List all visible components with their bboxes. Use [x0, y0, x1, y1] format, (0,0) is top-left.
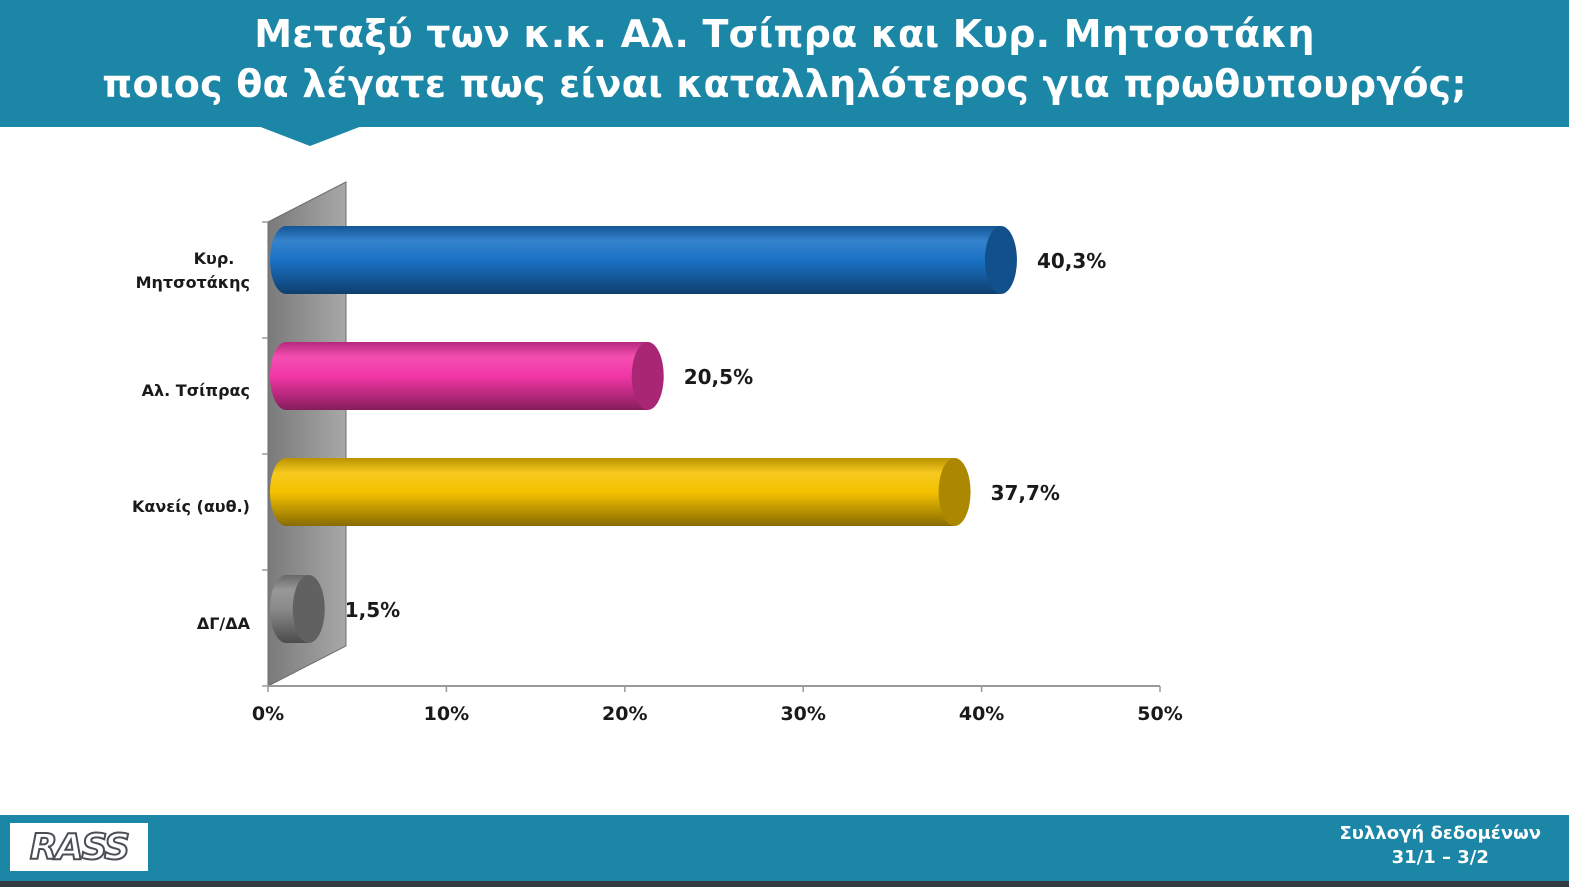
header-banner: Μεταξύ των κ.κ. Αλ. Τσίπρα και Κυρ. Μητσ… [0, 0, 1569, 127]
bar [270, 226, 1017, 294]
category-label: Κυρ. Μητσοτάκης [136, 249, 250, 292]
bar [270, 342, 664, 410]
x-tick-label: 50% [1137, 703, 1182, 725]
category-label: Κανείς (αυθ.) [132, 497, 250, 516]
chart-title-line-2: ποιος θα λέγατε πως είναι καταλληλότερος… [102, 62, 1467, 106]
header-notch [258, 126, 362, 146]
data-collection-info: Συλλογή δεδομένων 31/1 – 3/2 [1340, 822, 1542, 870]
rass-logo-text: RASS [29, 826, 131, 869]
data-collection-dates: 31/1 – 3/2 [1391, 847, 1489, 868]
category-label-line: Κανείς (αυθ.) [132, 497, 250, 516]
bar-end-cap [938, 458, 971, 526]
x-tick-label: 30% [780, 703, 825, 725]
bar-end-cap [984, 226, 1017, 294]
category-label-line: Μητσοτάκης [136, 273, 250, 292]
x-tick-label: 40% [959, 703, 1004, 725]
category-label: Αλ. Τσίπρας [142, 381, 250, 400]
bar [270, 575, 325, 643]
bar-end-cap [631, 342, 664, 410]
bar-chart: 0% 10% 20% 30% 40% 50% 40,3% Κυρ. Μητσοτάκης 20,… [132, 181, 1183, 725]
bar-body [270, 342, 648, 410]
bar-value-label: 40,3% [1037, 249, 1106, 273]
bar [270, 458, 971, 526]
category-label-line: ΔΓ/ΔΑ [197, 614, 251, 633]
x-tick-label: 20% [602, 703, 647, 725]
bar-value-label: 20,5% [684, 365, 753, 389]
bar-value-label: 1,5% [345, 598, 400, 622]
category-label-line: Κυρ. [194, 249, 235, 268]
chart-title-line-1: Μεταξύ των κ.κ. Αλ. Τσίπρα και Κυρ. Μητσ… [254, 12, 1315, 56]
bar-end-cap [292, 575, 325, 643]
category-label-line: Αλ. Τσίπρας [142, 381, 250, 400]
bar-body [270, 458, 955, 526]
x-tick-label: 10% [424, 703, 469, 725]
bar-body [270, 226, 1001, 294]
data-collection-label: Συλλογή δεδομένων [1339, 823, 1542, 844]
bar-value-label: 37,7% [991, 481, 1060, 505]
category-label: ΔΓ/ΔΑ [197, 614, 251, 633]
x-tick-label: 0% [252, 703, 284, 725]
footer-bar [0, 815, 1569, 881]
chart-back-wall [267, 181, 347, 687]
footer-strip [0, 881, 1569, 887]
rass-logo: RASS [10, 823, 148, 871]
